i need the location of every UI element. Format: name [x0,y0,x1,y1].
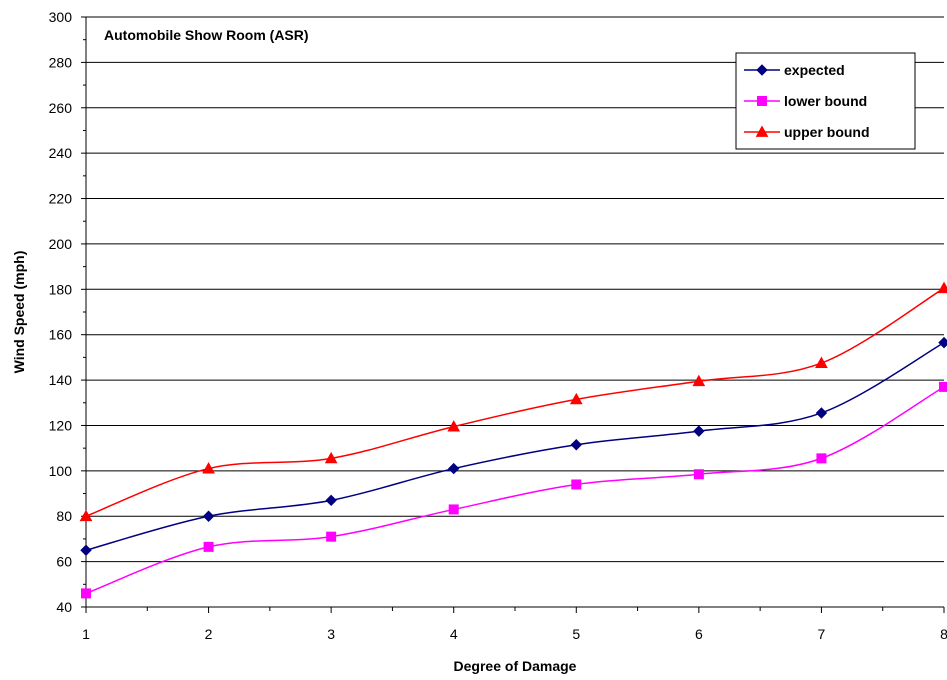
y-tick-label: 220 [49,191,73,207]
y-tick-label: 100 [49,463,73,479]
series [79,281,947,599]
series-expected [80,336,947,556]
data-point [325,494,337,507]
data-point [324,451,338,464]
data-point [693,425,705,437]
data-point [202,462,215,474]
data-point [202,510,215,522]
data-point [203,541,214,552]
y-tick-label: 60 [56,554,72,570]
series-line [85,287,945,517]
x-tick-label: 2 [205,626,213,642]
data-point [448,462,460,475]
y-tick-label: 160 [49,327,73,343]
x-axis-title: Degree of Damage [454,658,577,674]
data-point [447,420,461,432]
data-point [569,392,583,405]
series-upper-bound [79,281,947,522]
data-point [692,374,706,387]
data-point [693,469,704,480]
y-tick-label: 280 [49,54,73,70]
series-line [85,386,945,595]
data-point [815,407,828,419]
x-tick-label: 5 [572,626,580,642]
data-point [939,381,947,392]
data-point [816,453,827,464]
data-point [326,531,337,542]
x-tick-label: 8 [940,626,947,642]
legend-marker [756,64,768,76]
axes: 40 60 80 100 120 140 160 180 200 220 240 260 280 300 1… [49,9,947,642]
y-tick-label: 40 [56,599,72,615]
x-tick-label: 3 [327,626,335,642]
x-tick-label: 1 [82,626,90,642]
data-point [815,356,828,368]
y-tick-label: 260 [49,100,73,116]
legend-label: expected [784,62,845,78]
data-point [571,479,582,490]
data-point [938,336,947,349]
y-axis-title: Wind Speed (mph) [11,251,27,374]
legend-label: upper bound [784,124,870,140]
data-point [570,439,582,451]
legend-item: lower bound [744,93,867,109]
legend: expected lower bound upper bound [735,52,916,150]
grid [86,16,944,563]
data-point [937,281,947,294]
data-point [79,509,93,522]
legend-label: lower bound [784,93,867,109]
y-tick-label: 240 [49,145,73,161]
y-tick-label: 300 [49,9,73,25]
x-tick-label: 7 [818,626,826,642]
y-tick-label: 140 [49,372,73,388]
data-point [81,588,91,599]
y-tick-label: 80 [56,508,72,524]
legend-marker [755,125,769,137]
y-tick-label: 120 [49,417,73,433]
legend-item: upper bound [744,124,870,140]
x-tick-label: 6 [695,626,703,642]
data-point [80,544,92,556]
series-line [85,341,945,551]
y-tick-label: 180 [49,281,73,297]
legend-marker [757,96,767,106]
chart-title: Automobile Show Room (ASR) [104,27,309,43]
x-tick-label: 4 [450,626,458,642]
data-point [448,504,459,515]
y-tick-label: 200 [49,236,73,252]
series-lower-bound [81,381,947,599]
legend-item: expected [744,62,845,78]
